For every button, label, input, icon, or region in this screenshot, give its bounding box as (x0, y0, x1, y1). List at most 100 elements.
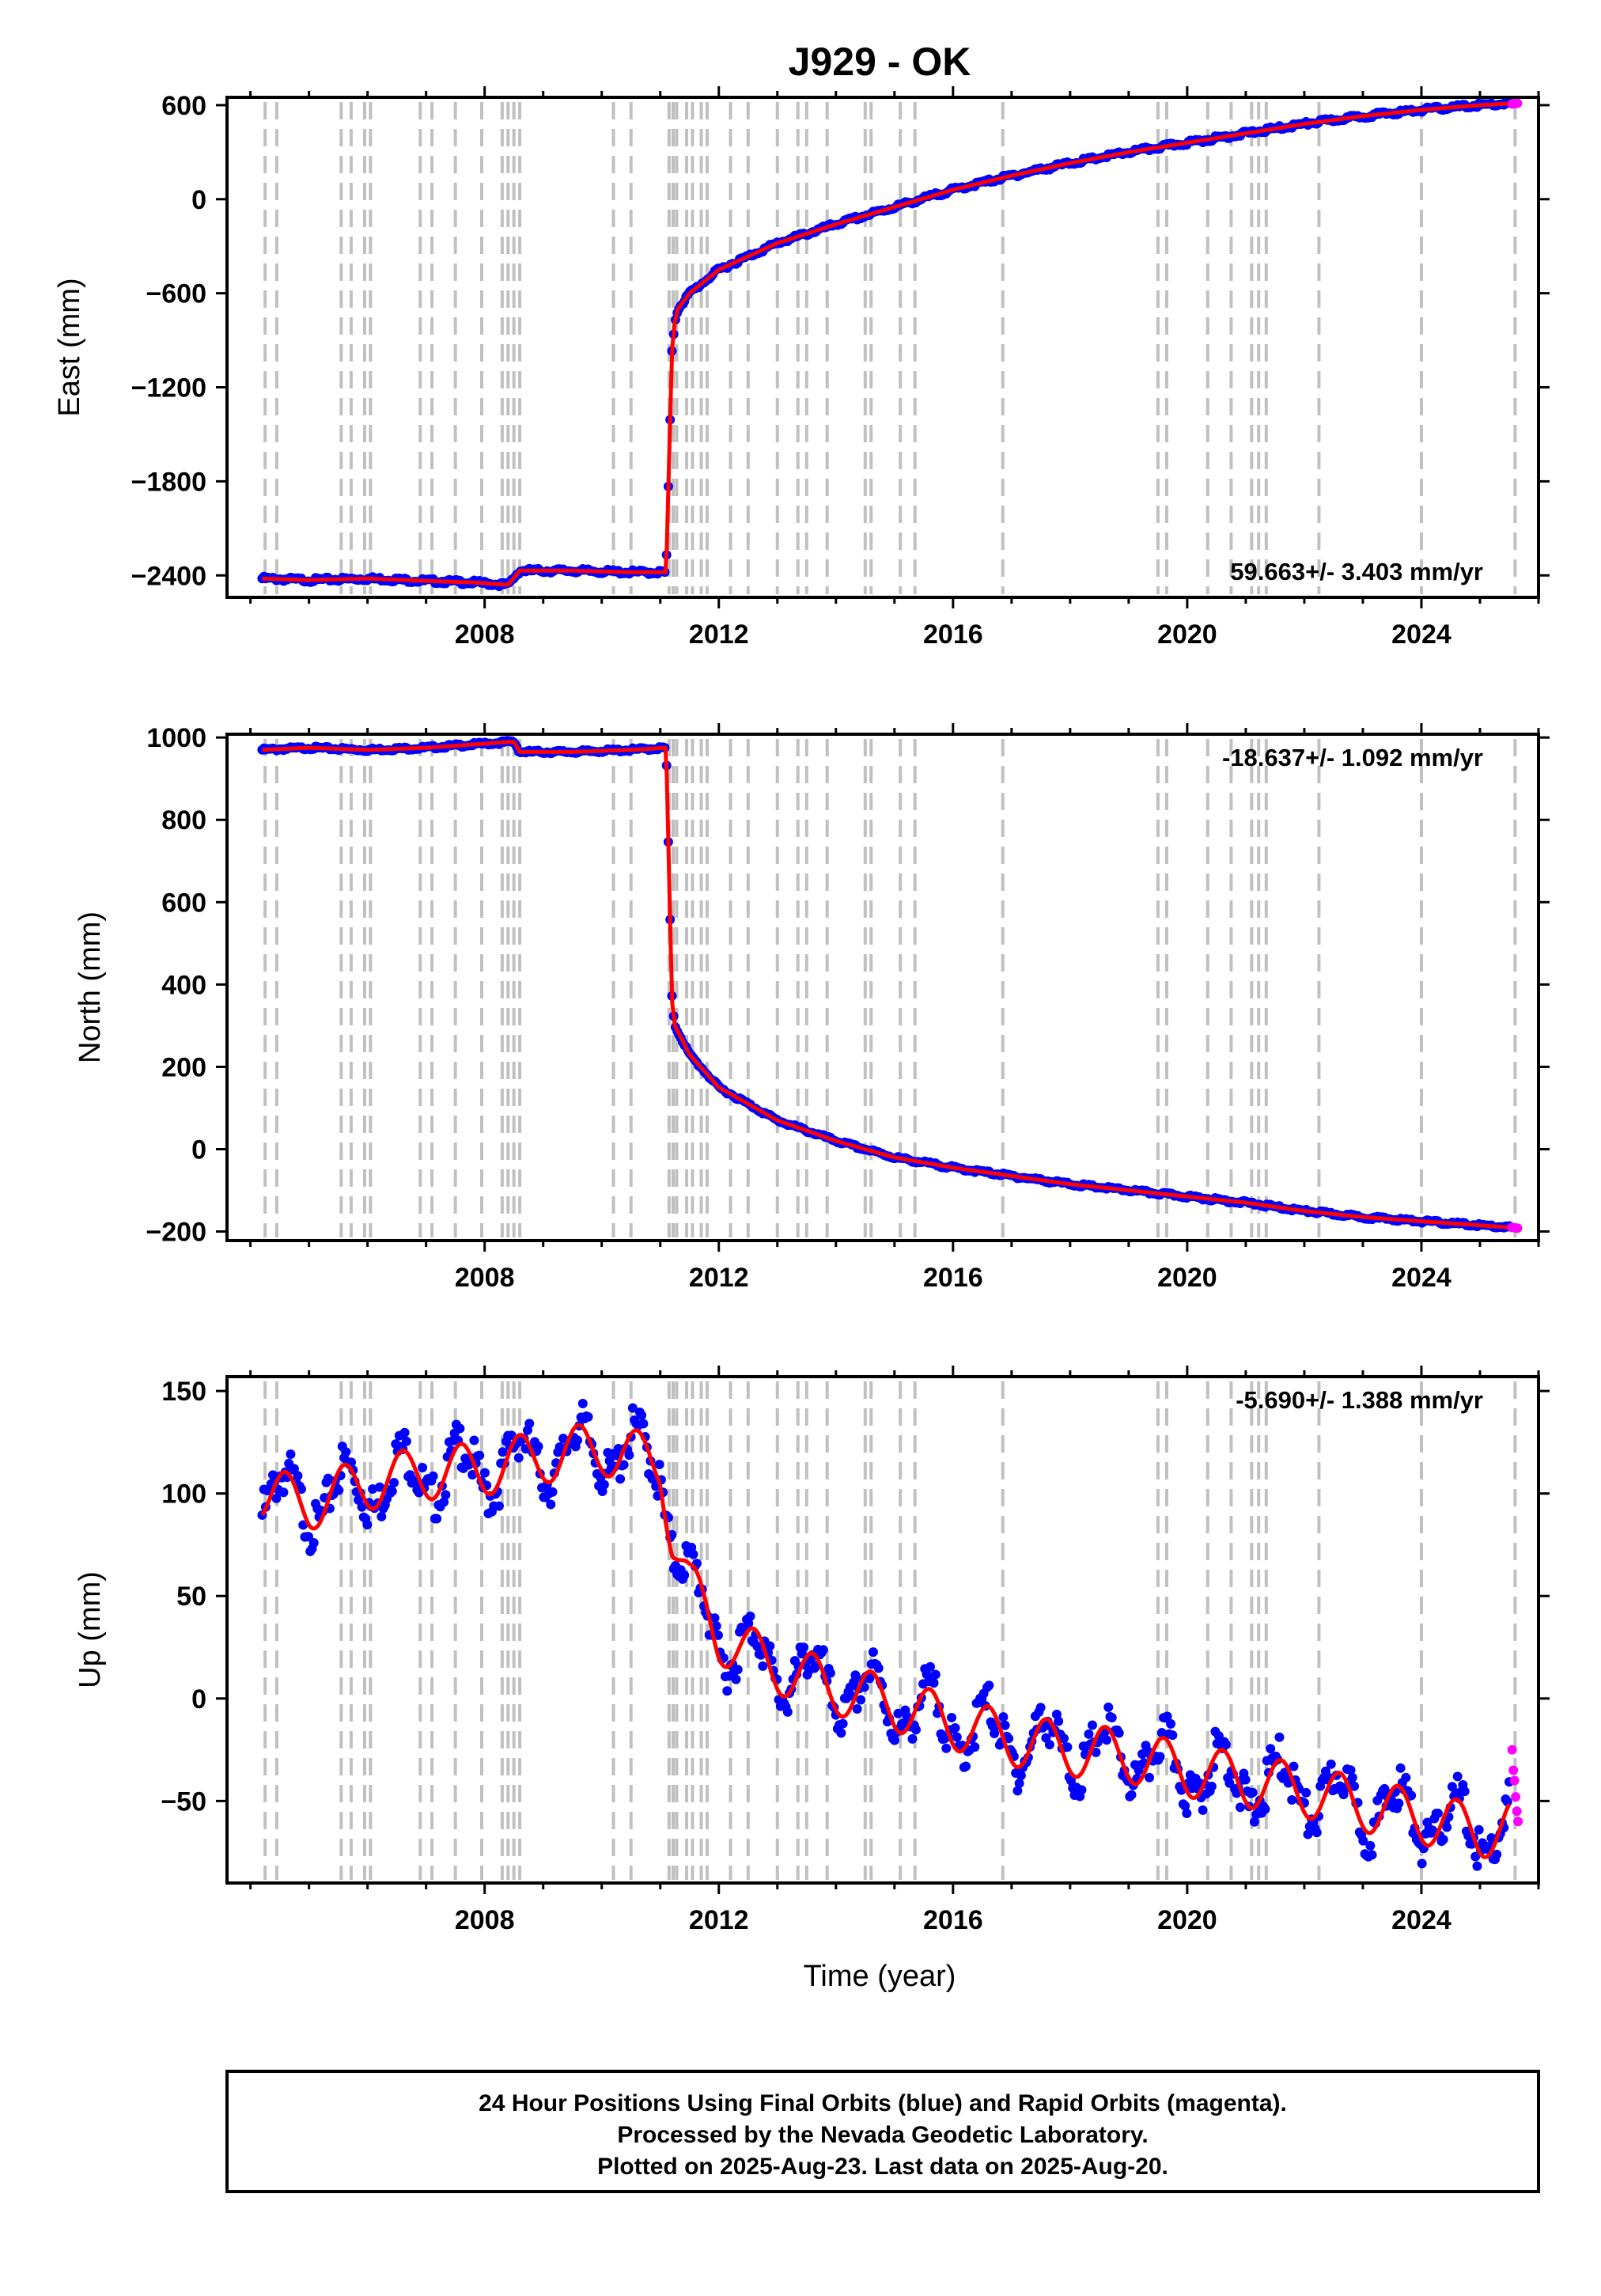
data-point (1417, 1858, 1427, 1869)
data-point (1221, 1739, 1231, 1749)
east-panel: 2008 2012 2016 2020 2024 −2400 −1800 −1200 −600 0… (53, 86, 1550, 650)
rapid-point (1507, 1745, 1517, 1755)
x-tick-label: 2012 (689, 1263, 749, 1293)
data-point (1492, 1849, 1502, 1859)
data-point (1012, 1786, 1023, 1796)
plot-frame (225, 1375, 1540, 1885)
x-tick-label: 2016 (923, 1905, 983, 1935)
rapid-point (1508, 1765, 1519, 1775)
y-tick-label: 150 (161, 1377, 206, 1407)
data-point (323, 1473, 333, 1483)
data-point (498, 1447, 508, 1457)
data-point (1472, 1861, 1482, 1871)
data-point (637, 1410, 647, 1420)
data-point (825, 1668, 835, 1678)
data-point (1198, 1805, 1208, 1815)
data-point (1087, 1720, 1097, 1730)
x-tick-label: 2016 (923, 1263, 983, 1293)
data-point (799, 1642, 809, 1653)
data-point (765, 1641, 775, 1651)
data-point (1065, 1775, 1076, 1786)
data-point (950, 1722, 960, 1733)
data-point (758, 1661, 768, 1671)
y-tick-label: 1000 (146, 723, 206, 753)
velocity-label: -18.637+/- 1.092 mm/yr (1222, 744, 1483, 771)
data-point (907, 1733, 918, 1744)
data-point (368, 1483, 378, 1494)
footer-line-3: Plotted on 2025-Aug-23. Last data on 202… (597, 2154, 1168, 2180)
data-point (1016, 1771, 1026, 1781)
final-orbit-series (257, 736, 1514, 1233)
data-point (1358, 1836, 1368, 1846)
data-point (1459, 1786, 1470, 1797)
y-tick-label: 0 (191, 1684, 206, 1714)
data-point (711, 1621, 721, 1631)
data-point (1394, 1798, 1404, 1809)
data-point (710, 1613, 720, 1623)
data-point (428, 1471, 438, 1481)
data-point (439, 1497, 449, 1507)
data-point (1145, 1772, 1155, 1783)
y-tick-label: −200 (146, 1218, 206, 1248)
rapid-point (1512, 1806, 1522, 1817)
data-point (1182, 1808, 1192, 1818)
y-axis-label: North (mm) (74, 911, 107, 1063)
data-point (1266, 1744, 1276, 1754)
data-point (494, 1501, 504, 1511)
rapid-point (1509, 1775, 1520, 1786)
data-point (836, 1728, 846, 1738)
data-point (1289, 1761, 1299, 1771)
data-point (731, 1674, 741, 1684)
data-point (1428, 1825, 1438, 1836)
data-point (1062, 1742, 1073, 1752)
data-point (271, 1493, 282, 1503)
data-point (1035, 1703, 1046, 1713)
data-point (1166, 1718, 1176, 1729)
data-point (289, 1464, 299, 1474)
data-point (389, 1477, 399, 1487)
chart-title: J929 - OK (789, 40, 971, 84)
data-point (399, 1427, 410, 1438)
x-tick-label: 2008 (455, 1905, 515, 1935)
data-point (455, 1423, 465, 1434)
y-tick-label: 100 (161, 1480, 206, 1510)
data-point (1156, 1728, 1167, 1738)
data-point (1502, 1797, 1512, 1807)
y-tick-label: 200 (161, 1052, 206, 1082)
data-point (941, 1743, 952, 1753)
data-point (1433, 1809, 1443, 1819)
data-point (1452, 1771, 1463, 1782)
data-point (1274, 1732, 1285, 1742)
data-point (1084, 1729, 1094, 1739)
data-point (432, 1514, 442, 1524)
data-point (1249, 1817, 1259, 1827)
data-point (1103, 1702, 1114, 1712)
x-tick-label: 2008 (455, 1263, 515, 1293)
data-point (1091, 1747, 1101, 1757)
data-point (745, 1611, 755, 1621)
data-point (998, 1712, 1009, 1722)
data-point (577, 1398, 588, 1408)
data-point (624, 1450, 634, 1461)
data-point (1206, 1781, 1217, 1791)
data-point (1240, 1775, 1251, 1785)
rapid-point (1513, 1817, 1523, 1827)
data-point (1004, 1733, 1014, 1744)
data-point (583, 1411, 593, 1422)
x-tick-label: 2024 (1391, 619, 1451, 650)
data-point (479, 1468, 490, 1478)
data-point (1101, 1735, 1111, 1745)
x-tick-label: 2020 (1157, 619, 1217, 650)
data-point (732, 1665, 743, 1675)
rapid-point (1512, 98, 1523, 108)
data-point (868, 1647, 878, 1658)
data-point (1058, 1733, 1069, 1744)
data-point (469, 1435, 479, 1445)
up-panel: 2008 2012 2016 2020 2024 −50 0 50 100 150 Up (mm) -… (74, 1366, 1550, 1935)
data-point (838, 1718, 848, 1729)
x-tick-label: 2024 (1391, 1263, 1451, 1293)
data-point (1162, 1711, 1172, 1722)
data-point (524, 1419, 535, 1429)
data-point (752, 1641, 763, 1651)
data-point (296, 1484, 306, 1495)
